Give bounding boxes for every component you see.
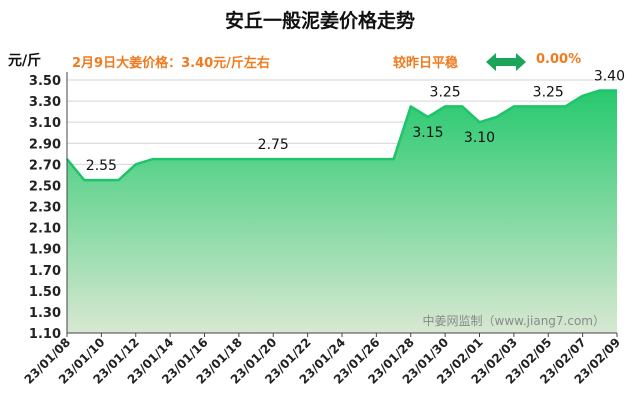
data-labels: 2.55 2.75 3.15 3.25 3.10 3.25 3.40 [86,69,625,175]
y-tick-label: 2.10 [29,222,61,237]
watermark: 中姜网监制（www.jiang7.com） [423,313,605,328]
y-tick-label: 1.50 [29,285,61,300]
y-tick-label: 2.30 [29,201,61,216]
y-tick-label: 3.50 [29,74,61,89]
y-tick-label: 1.90 [29,243,61,258]
price-note: 2月9日大姜价格：3.40元/斤左右 [72,56,270,71]
y-tick-label: 2.70 [29,158,61,173]
double-arrow-icon [486,53,526,71]
y-tick-label: 1.70 [29,264,61,279]
y-tick-label: 3.30 [29,95,61,110]
data-label: 2.55 [86,158,117,174]
series-line [66,89,617,182]
data-label: 3.15 [412,125,443,141]
chart-title: 安丘一般泥姜价格走势 [224,10,415,32]
x-tick-labels: 23/01/0823/01/1023/01/1223/01/1423/01/16… [22,333,623,387]
data-label: 3.40 [594,69,625,85]
compare-value: 0.00% [536,52,582,67]
compare-label: 较昨日平稳 [393,56,459,71]
area-series [66,89,618,333]
y-tick-label: 2.90 [29,137,61,152]
y-tick-label: 1.10 [29,327,61,342]
data-label: 3.10 [464,130,495,146]
y-tick-label: 1.30 [29,306,61,321]
y-axis-unit-label: 元/斤 [8,53,42,69]
area-fill [67,90,617,333]
y-tick-labels: 1.10 1.30 1.50 1.70 1.90 2.10 2.30 2.50 2.70 2.90… [29,74,61,342]
data-label: 3.25 [430,84,461,100]
y-tick-label: 2.50 [29,179,61,194]
data-label: 3.25 [533,84,564,100]
data-label: 2.75 [258,137,289,153]
y-tick-label: 3.10 [29,116,61,131]
